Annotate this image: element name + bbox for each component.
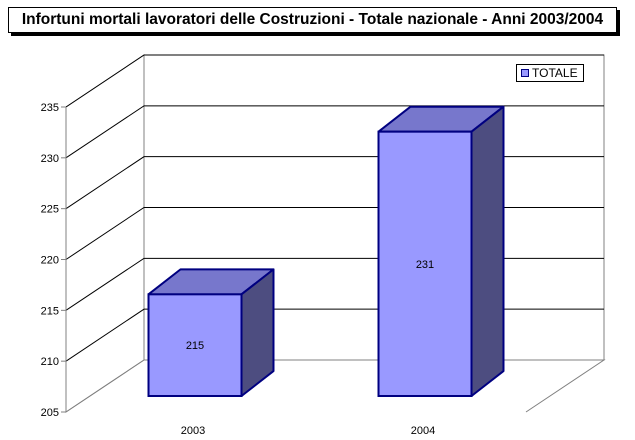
y-tick-label: 220 [41,255,59,267]
bars: 215 231 [147,105,505,398]
chart-walls [65,54,606,413]
floor [65,359,606,413]
gridline [65,54,604,108]
data-label-2003: 215 [186,340,204,352]
x-tick-label-2003: 2003 [181,425,205,437]
chart-title: Infortuni mortali lavoratori delle Costr… [8,7,617,33]
y-tick-label: 230 [41,153,59,165]
legend-swatch-totale [521,69,529,77]
x-axis-ticks: 2003 2004 [181,425,435,437]
bar-2003 [147,293,243,398]
y-tick-label: 215 [41,305,59,317]
y-axis-ticks: 205 210 215 220 225 230 235 [41,102,67,419]
legend: TOTALE [516,64,584,82]
x-tick-label-2004: 2004 [411,425,435,437]
legend-label-totale: TOTALE [532,66,578,80]
y-tick-label: 205 [41,407,59,419]
y-tick-label: 225 [41,204,59,216]
data-label-2004: 231 [416,259,434,271]
y-tick-label: 210 [41,356,59,368]
bar-side-2004 [470,105,505,397]
y-tick-label: 235 [41,102,59,114]
bar-2004 [377,130,473,398]
